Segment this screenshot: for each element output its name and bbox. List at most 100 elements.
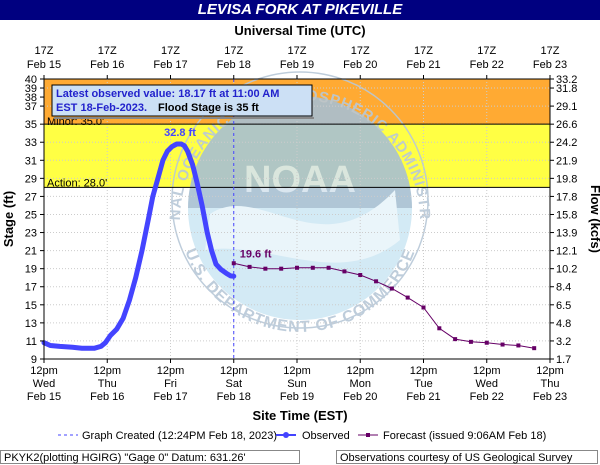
y-right-tick-label: 26.6	[556, 119, 577, 131]
x-top-tick-label: Feb 19	[280, 59, 314, 71]
x-top-tick-label: 17Z	[35, 45, 54, 57]
forecast-point	[342, 269, 347, 274]
x-top-tick-label: 17Z	[288, 45, 307, 57]
forecast-point	[295, 265, 299, 270]
x-bottom-tick-label: Mon	[350, 378, 371, 390]
forecast-point	[389, 286, 394, 291]
top-axis-title: Universal Time (UTC)	[234, 23, 365, 38]
legend: Graph Created (12:24PM Feb 18, 2023) Obse…	[58, 430, 546, 442]
x-bottom-tick-label: Thu	[98, 378, 117, 390]
y-right-tick-label: 3.2	[556, 336, 571, 348]
y-right-tick-label: 1.7	[556, 354, 571, 366]
y-left-axis-title: Stage (ft)	[1, 191, 16, 247]
data-series	[41, 141, 537, 351]
forecast-point	[374, 279, 379, 284]
x-bottom-tick-label: Feb 18	[217, 391, 251, 403]
x-top-tick-label: 17Z	[351, 45, 370, 57]
watermark-outer-ring	[171, 71, 429, 329]
forecast-point	[421, 305, 426, 310]
peak-label: 32.8 ft	[164, 127, 196, 139]
y-right-tick-label: 12.1	[556, 246, 577, 258]
forecast-start-label: 19.6 ft	[240, 248, 272, 260]
x-bottom-tick-label: Feb 20	[343, 391, 377, 403]
x-top-tick-label: Feb 18	[217, 59, 251, 71]
y-left-tick-label: 21	[25, 246, 37, 258]
x-bottom-tick-label: Sat	[225, 378, 242, 390]
y-left-tick-label: 39	[25, 83, 37, 95]
x-axis-title: Site Time (EST)	[252, 408, 347, 423]
x-bottom-tick-label: Feb 15	[27, 391, 61, 403]
y-right-tick-label: 13.9	[556, 228, 577, 240]
y-left-tick-label: 25	[25, 209, 37, 221]
watermark-center-text: NOAA	[244, 159, 356, 201]
x-top-tick-label: Feb 23	[533, 59, 567, 71]
forecast-point	[453, 337, 458, 342]
x-bottom-tick-label: Feb 21	[406, 391, 440, 403]
y-left-tick-label: 29	[25, 173, 37, 185]
x-bottom-tick-label: 12pm	[473, 365, 501, 377]
forecast-line	[233, 262, 535, 349]
y-left-tick-label: 35	[25, 119, 37, 131]
x-bottom-tick-label: Feb 17	[153, 391, 187, 403]
x-bottom-tick-label: Feb 19	[280, 391, 314, 403]
x-bottom-tick-label: Wed	[476, 378, 498, 390]
x-bottom-tick-label: 12pm	[30, 365, 58, 377]
y-left-tick-label: 15	[25, 300, 37, 312]
y-right-tick-label: 6.5	[556, 300, 571, 312]
x-top-tick-label: Feb 15	[27, 59, 61, 71]
forecast-point	[231, 261, 236, 266]
latest-observed-box	[51, 84, 313, 117]
y-left-tick-label: 13	[25, 318, 37, 330]
forecast-point	[247, 264, 252, 269]
y-right-tick-label: 4.8	[556, 318, 571, 330]
forecast-point	[437, 326, 442, 331]
legend-graph-created-label: Graph Created (12:24PM Feb 18, 2023)	[82, 430, 277, 442]
y-left-tick-label: 19	[25, 264, 37, 276]
x-bottom-tick-label: Wed	[33, 378, 55, 390]
legend-observed-marker	[283, 432, 289, 438]
forecast-point	[405, 295, 410, 300]
watermark-wave	[205, 190, 400, 263]
axes	[40, 75, 554, 363]
y-right-axis-title: Flow (kcfs)	[588, 185, 600, 253]
y-right-tick-label: 24.2	[556, 137, 577, 149]
x-top-tick-label: 17Z	[477, 45, 496, 57]
y-right-tick-label: 31.8	[556, 83, 577, 95]
chart-title: LEVISA FORK AT PIKEVILLE	[0, 0, 600, 20]
minor-label: Minor: 35.0'	[47, 116, 104, 128]
y-left-tick-label: 31	[25, 155, 37, 167]
y-left-tick-label: 40	[25, 74, 37, 86]
x-top-tick-label: 17Z	[98, 45, 117, 57]
x-bottom-tick-label: Tue	[414, 378, 433, 390]
legend-forecast-label: Forecast (issued 9:06AM Feb 18)	[383, 430, 546, 442]
annotations: Minor: 35.0' Action: 28.0' 32.8 ft 19.6 ft L…	[47, 84, 314, 260]
latest-observed-line2: EST 18-Feb-2023.	[56, 102, 147, 114]
forecast-point	[310, 265, 315, 270]
forecast-point	[516, 343, 521, 348]
x-top-tick-label: Feb 20	[343, 59, 377, 71]
x-bottom-tick-label: Feb 23	[533, 391, 567, 403]
y-right-tick-label: 21.9	[556, 155, 577, 167]
datum-footer: PKYK2(plotting HGIRG) "Gage 0" Datum: 63…	[0, 450, 300, 464]
latest-observed-line1: Latest observed value: 18.17 ft at 11:00…	[56, 88, 279, 100]
action-label: Action: 28.0'	[47, 177, 107, 189]
x-top-tick-label: Feb 17	[153, 59, 187, 71]
forecast-point	[326, 265, 331, 270]
y-right-tick-label: 10.2	[556, 264, 577, 276]
forecast-point	[500, 342, 505, 347]
x-bottom-tick-label: Sun	[287, 378, 307, 390]
x-top-tick-label: 17Z	[414, 45, 433, 57]
y-left-tick-label: 23	[25, 228, 37, 240]
x-top-tick-label: 17Z	[161, 45, 180, 57]
x-top-tick-label: Feb 21	[406, 59, 440, 71]
forecast-point	[279, 266, 284, 271]
x-bottom-tick-label: 12pm	[283, 365, 311, 377]
y-left-tick-label: 33	[25, 137, 37, 149]
y-left-tick-label: 27	[25, 191, 37, 203]
x-bottom-tick-label: 12pm	[410, 365, 438, 377]
y-right-tick-label: 17.8	[556, 191, 577, 203]
y-left-tick-label: 38	[25, 92, 37, 104]
x-bottom-tick-label: Feb 22	[470, 391, 504, 403]
